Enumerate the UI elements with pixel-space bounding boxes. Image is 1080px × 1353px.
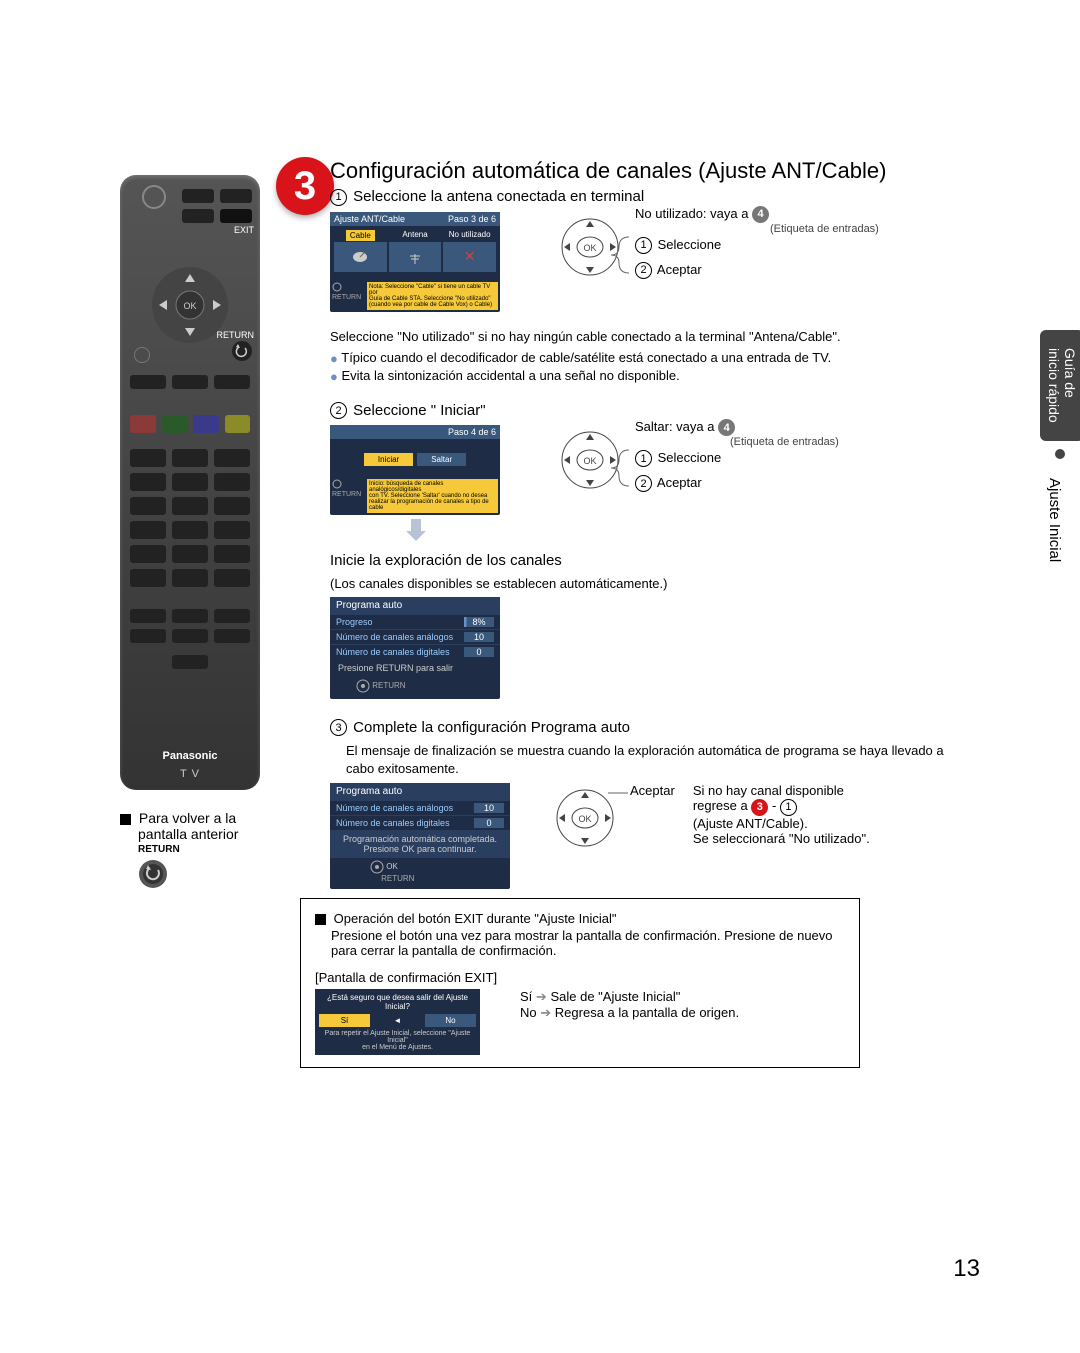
- side-tab-section: Ajuste Inicial: [1040, 468, 1069, 572]
- return-label: RETURN: [138, 844, 295, 855]
- line-icon: [608, 785, 628, 801]
- step-number-badge: 3: [276, 157, 334, 215]
- step-title: Configuración automática de canales (Aju…: [330, 158, 970, 184]
- substep2-heading: 2 Seleccione " Iniciar": [330, 402, 970, 420]
- remote-exit-button: [220, 209, 252, 223]
- remote-return-button: [232, 341, 252, 361]
- programa-auto-done-screen: Programa auto Número de canales análogos…: [330, 783, 510, 889]
- exit-subheading: [Pantalla de confirmación EXIT]: [315, 970, 845, 985]
- iniciar-screen: Paso 4 de 6 Iniciar Saltar RETURN Inicio…: [330, 425, 500, 515]
- select-label: Seleccione: [658, 450, 722, 465]
- remote-dpad: OK: [140, 265, 240, 365]
- side-tab: Guía deinicio rápido Ajuste Inicial: [1040, 330, 1080, 640]
- nochan-line3: (Ajuste ANT/Cable).: [693, 816, 870, 831]
- svg-text:OK: OK: [583, 456, 596, 466]
- remote-tv-label: T V: [120, 768, 260, 780]
- dot-icon: [1055, 449, 1065, 459]
- substep1-heading: 1 Seleccione la antena conectada en term…: [330, 188, 970, 206]
- remote-btn: [134, 347, 150, 363]
- remote-illustration: EXIT OK RETURN: [120, 175, 260, 790]
- exit-heading: Operación del botón EXIT durante "Ajuste…: [334, 911, 617, 926]
- explore-sub: (Los canales disponibles se establecen a…: [330, 575, 970, 593]
- nochan-line2: regrese a 3 - 1: [693, 798, 870, 815]
- accept-label: Aceptar: [657, 262, 702, 277]
- explore-heading: Inicie la exploración de los canales: [330, 552, 970, 569]
- input-label-note: (Etiqueta de entradas): [770, 223, 879, 235]
- select-label: Seleccione: [658, 237, 722, 252]
- not-used-label: No utilizado: vaya a: [635, 206, 748, 221]
- brace-icon: [609, 235, 633, 275]
- remote-btn: [182, 189, 214, 203]
- ant-cable-screen: Ajuste ANT/CablePaso 3 de 6 Cable Antena…: [330, 212, 500, 312]
- brace-icon: [609, 448, 633, 488]
- nav-icon: [332, 479, 342, 489]
- accept-label: Aceptar: [630, 783, 675, 798]
- programa-auto-screen: Programa auto Progreso8% Número de canal…: [330, 597, 500, 699]
- step1-bullet2: ● Evita la sintonización accidental a un…: [330, 367, 970, 385]
- nav-icon: [356, 679, 370, 693]
- antenna-icon: [406, 248, 424, 266]
- dish-icon: [351, 248, 369, 266]
- svg-text:OK: OK: [578, 814, 591, 824]
- page-number: 13: [953, 1255, 980, 1283]
- nav-icon: [332, 282, 342, 292]
- remote-btn: [182, 209, 214, 223]
- no-desc: No ➔ Regresa a la pantalla de origen.: [520, 1005, 739, 1021]
- svg-text:OK: OK: [583, 243, 596, 253]
- return-icon: [138, 859, 168, 889]
- arrow-down-icon: [406, 519, 970, 544]
- x-icon: ✕: [443, 242, 496, 272]
- step1-bullet1: ● Típico cuando el decodificador de cabl…: [330, 349, 970, 367]
- nochan-line4: Se seleccionará "No utilizado".: [693, 831, 870, 846]
- nav-icon: [370, 860, 384, 874]
- remote-exit-label: EXIT: [234, 225, 254, 235]
- remote-return-label: RETURN: [217, 330, 255, 340]
- exit-confirm-screen: ¿Está seguro que desea salir del Ajuste …: [315, 989, 480, 1055]
- remote-ok-label: OK: [183, 301, 196, 311]
- substep3-heading: 3 Complete la configuración Programa aut…: [330, 719, 970, 737]
- return-block: Para volver a la pantalla anterior RETUR…: [120, 810, 295, 889]
- step3-paragraph: El mensaje de finalización se muestra cu…: [346, 742, 970, 777]
- exit-info-box: Operación del botón EXIT durante "Ajuste…: [300, 898, 860, 1068]
- remote-btn: [220, 189, 252, 203]
- exit-paragraph: Presione el botón una vez para mostrar l…: [331, 928, 845, 958]
- skip-label: Saltar: vaya a: [635, 419, 715, 434]
- side-tab-guide: Guía deinicio rápido: [1040, 330, 1080, 441]
- nochan-line1: Si no hay canal disponible: [693, 783, 870, 798]
- step1-paragraph: Seleccione "No utilizado" si no hay ning…: [330, 328, 970, 346]
- yes-desc: Sí ➔ Sale de "Ajuste Inicial": [520, 989, 739, 1005]
- remote-ir: [142, 185, 166, 209]
- remote-brand: Panasonic: [120, 750, 260, 762]
- input-label-note: (Etiqueta de entradas): [730, 436, 839, 448]
- accept-label: Aceptar: [657, 475, 702, 490]
